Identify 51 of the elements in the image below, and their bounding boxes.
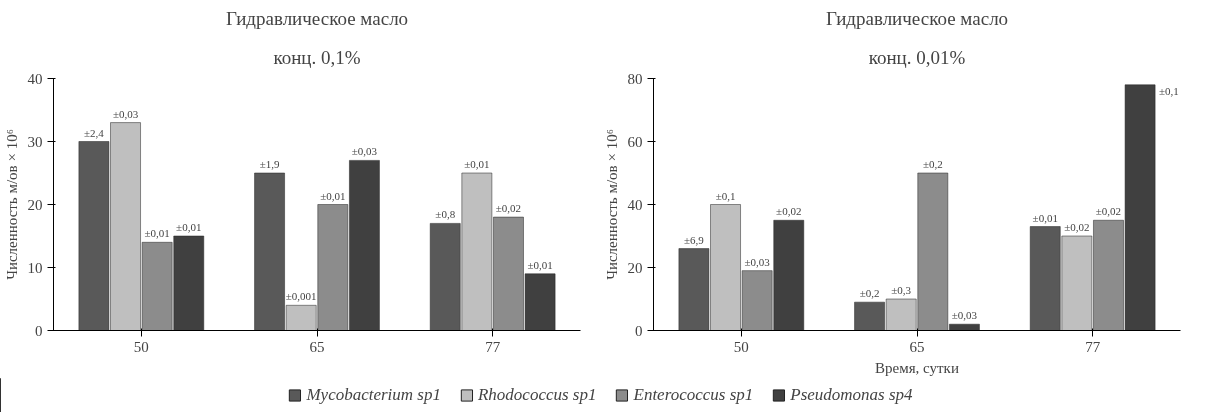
annotation: ±0,8 [435, 208, 456, 221]
annotation: ±0,02 [495, 202, 522, 215]
chart-title: Гидравлическое масло [825, 7, 1009, 29]
y-tick-label: 20 [27, 196, 43, 213]
y-tick-label: 80 [627, 70, 643, 87]
y-tick-label: 0 [635, 322, 643, 339]
chart-subtitle: конц. 0,1% [273, 46, 361, 68]
annotation: ±0,03 [951, 309, 978, 322]
y-tick-label: 40 [27, 70, 43, 87]
x-tick-label: 50 [733, 338, 749, 355]
y-tick-label: 60 [627, 133, 643, 150]
annotation: ±0,01 [464, 158, 490, 170]
x-tick-label: 65 [909, 338, 925, 355]
annotation: ±0,01 [1032, 211, 1058, 224]
annotation: ±0,01 [527, 258, 553, 271]
annotation: ±0,2 [859, 287, 880, 300]
annotation: ±0,1 [1158, 84, 1179, 97]
annotation: ±0,01 [176, 221, 202, 233]
x-tick-label: 77 [485, 338, 501, 355]
legend-label: Mycobacterium sp1 [306, 385, 441, 405]
annotation: ±0,03 [112, 107, 139, 120]
x-axis-title: Время, сутки [875, 359, 959, 376]
legend-label: Pseudomonas sp4 [790, 385, 913, 405]
annotation: ±0,1 [715, 189, 736, 202]
annotation: ±2,4 [84, 126, 105, 139]
y-tick-label: 40 [627, 196, 643, 213]
chart-subtitle: конц. 0,01% [868, 46, 966, 68]
x-tick-label: 50 [133, 338, 149, 355]
x-tick-label: 77 [1085, 338, 1101, 355]
y-axis-title: Численность м/ов × 10⁶ [603, 129, 620, 280]
y-tick-label: 20 [627, 259, 643, 276]
y-axis-title: Численность м/ов × 10⁶ [3, 129, 20, 280]
annotation: ±0,001 [285, 290, 317, 303]
annotation: ±0,01 [320, 189, 346, 202]
annotation: ±0,01 [144, 227, 170, 240]
annotation: ±1,9 [259, 158, 280, 170]
legend-label: Enterococcus sp1 [633, 385, 754, 405]
annotation: ±0,03 [744, 255, 771, 268]
x-tick-label: 65 [309, 338, 325, 355]
y-tick-label: 10 [27, 259, 43, 276]
annotation: ±0,02 [1064, 221, 1090, 233]
annotation: ±0,02 [1095, 205, 1122, 218]
annotation: ±0,2 [922, 158, 943, 170]
annotation: ±6,9 [684, 233, 705, 246]
y-tick-label: 0 [35, 322, 43, 339]
legend-label: Rhodococcus sp1 [477, 385, 597, 405]
annotation: ±0,3 [891, 284, 912, 296]
y-tick-label: 30 [27, 133, 43, 150]
annotation: ±0,02 [776, 205, 802, 218]
annotation: ±0,03 [351, 145, 378, 158]
chart-title: Гидравлическое масло [225, 7, 409, 29]
